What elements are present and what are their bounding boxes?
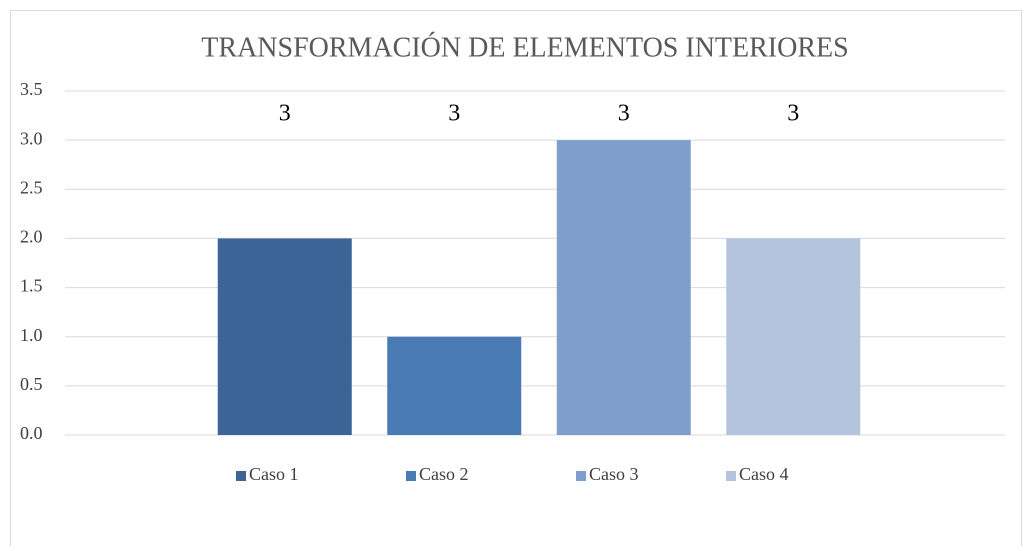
legend-label: Caso 2 [419, 464, 469, 484]
y-tick-label: 3.0 [20, 128, 43, 148]
legend-swatch [236, 471, 246, 481]
legend-label: Caso 1 [249, 464, 299, 484]
annotation: 3 [448, 101, 460, 127]
annotation: 3 [618, 101, 630, 127]
y-tick-label: 2.0 [20, 227, 43, 247]
y-tick-label: 1.0 [20, 325, 43, 345]
legend-swatch [576, 471, 586, 481]
y-tick-label: 1.5 [20, 276, 43, 296]
bar [726, 238, 861, 435]
chart-title: TRANSFORMACIÓN DE ELEMENTOS INTERIORES [201, 32, 848, 63]
y-tick-label: 3.5 [20, 79, 43, 99]
bar [387, 336, 522, 435]
legend-label: Caso 4 [739, 464, 789, 484]
y-tick-label: 0.5 [20, 374, 43, 394]
bar [556, 140, 691, 435]
annotation: 3 [279, 101, 291, 127]
annotation: 3 [787, 101, 799, 127]
y-tick-label: 2.5 [20, 177, 43, 197]
legend-label: Caso 3 [589, 464, 639, 484]
bar [217, 238, 352, 435]
y-tick-label: 0.0 [20, 423, 43, 443]
legend-swatch [406, 471, 416, 481]
legend-swatch [726, 471, 736, 481]
